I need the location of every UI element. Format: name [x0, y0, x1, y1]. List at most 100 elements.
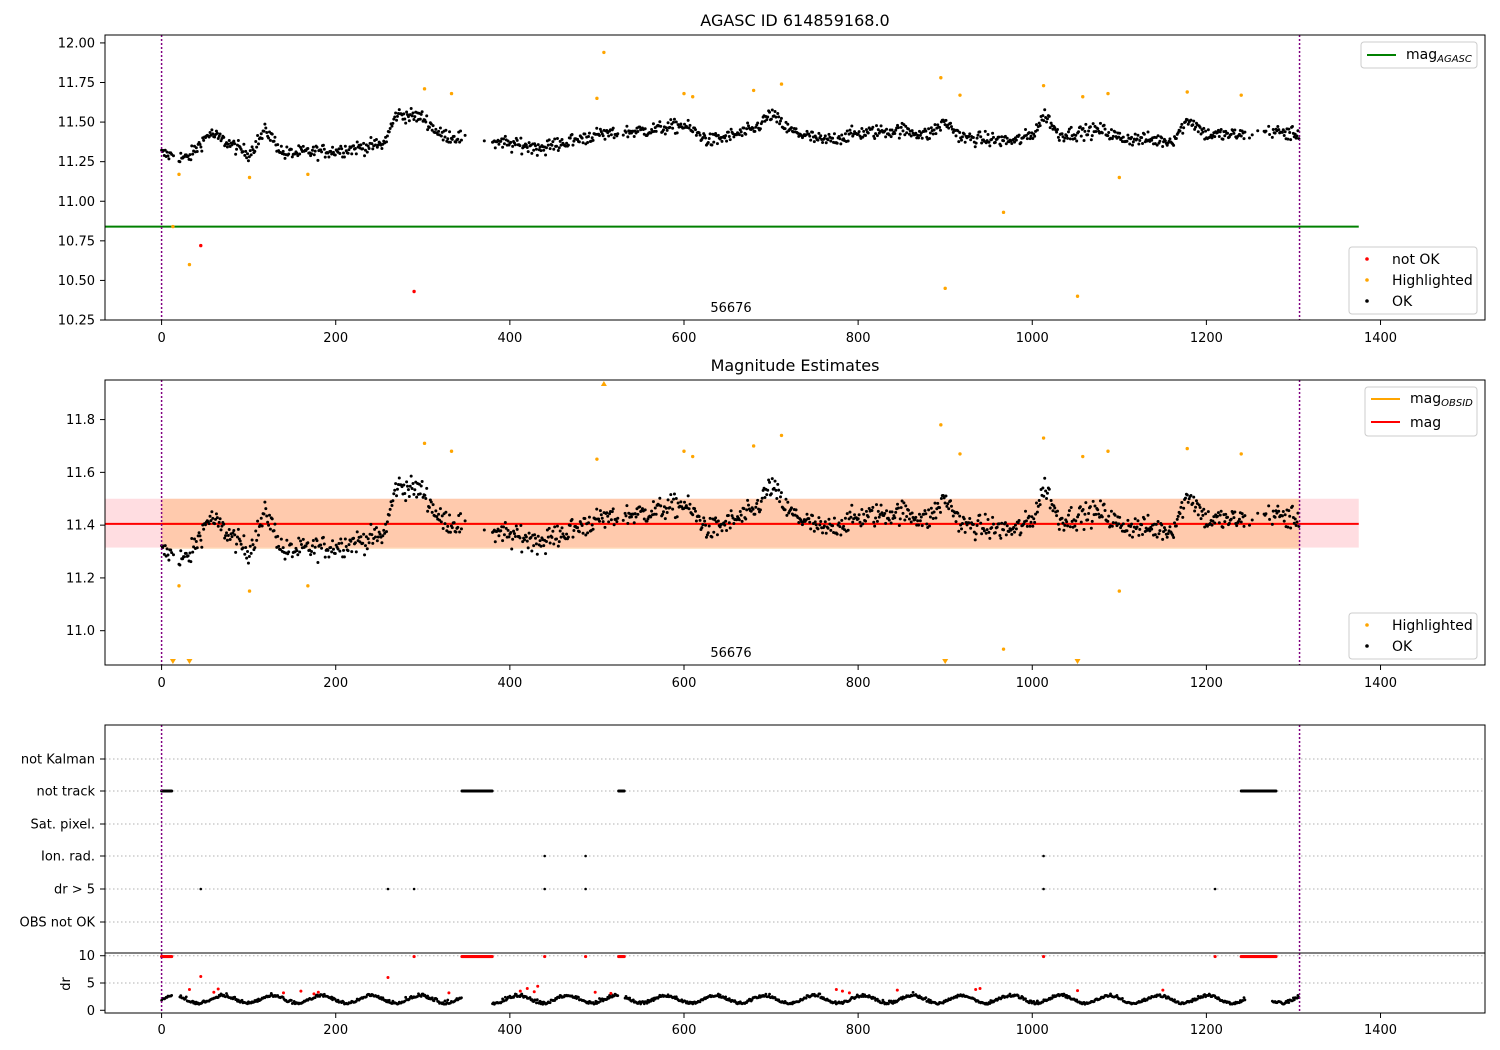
dr-point — [460, 996, 463, 1000]
ok-point — [312, 551, 316, 555]
ok-point — [393, 488, 397, 492]
offscale-marker — [186, 659, 193, 664]
ok-point — [448, 140, 452, 144]
ok-point — [988, 536, 992, 540]
ok-point — [235, 147, 239, 151]
ok-point — [198, 534, 202, 538]
ok-point — [1042, 494, 1046, 498]
ok-point — [244, 149, 248, 153]
ok-point — [1047, 487, 1051, 491]
ok-point — [228, 538, 232, 542]
ok-point — [1282, 519, 1286, 523]
ok-point — [633, 512, 637, 516]
ok-point — [518, 536, 522, 540]
ok-point — [823, 134, 827, 138]
ok-point — [272, 529, 276, 533]
ok-point — [1062, 528, 1066, 532]
ok-point — [1000, 521, 1004, 525]
ok-point — [363, 148, 367, 152]
ok-point — [1056, 522, 1060, 526]
ok-point — [1274, 509, 1278, 513]
ok-point — [1229, 132, 1233, 136]
ok-point — [283, 156, 287, 160]
ok-point — [333, 552, 337, 556]
ok-point — [720, 529, 724, 533]
not-ok-point — [199, 243, 203, 248]
ok-point — [611, 507, 615, 511]
offscale-marker — [1074, 659, 1081, 664]
highlighted-point — [690, 454, 695, 459]
ok-point — [1082, 139, 1086, 143]
dr-point — [1163, 994, 1167, 998]
ok-point — [1138, 138, 1142, 142]
ok-point — [745, 508, 749, 512]
ok-point — [1275, 511, 1279, 515]
ok-point — [354, 152, 358, 156]
ok-point — [629, 515, 633, 519]
ok-point — [1290, 504, 1294, 508]
ok-point — [260, 136, 264, 140]
ok-point — [992, 135, 996, 139]
ok-point — [776, 482, 780, 486]
dr-point — [225, 992, 228, 995]
ok-point — [1029, 134, 1033, 138]
ok-point — [783, 127, 787, 131]
ok-point — [421, 495, 425, 499]
y-tick-label: 11.0 — [66, 624, 95, 639]
ok-point — [535, 552, 539, 556]
ok-point — [1158, 139, 1162, 143]
ok-point — [612, 523, 616, 527]
ok-point — [873, 137, 877, 141]
ok-point — [1003, 521, 1007, 525]
ok-point — [1106, 134, 1110, 138]
ok-point — [683, 500, 687, 504]
ok-point — [246, 152, 250, 156]
ok-point — [1217, 521, 1221, 525]
ok-point — [879, 124, 883, 128]
ok-point — [993, 140, 997, 144]
ok-point — [551, 140, 555, 144]
ok-point — [200, 545, 204, 549]
ok-point — [253, 546, 257, 550]
ok-point — [502, 525, 506, 529]
ok-point — [1125, 139, 1129, 143]
ok-point — [352, 144, 356, 148]
ok-point — [444, 510, 448, 514]
ok-point — [1289, 138, 1293, 142]
ok-point — [723, 136, 727, 140]
ok-point — [862, 129, 866, 133]
ok-point — [726, 513, 730, 517]
dr-point — [354, 999, 358, 1003]
ok-point — [504, 526, 508, 530]
ok-point — [909, 520, 913, 524]
ok-point — [1048, 506, 1052, 510]
ok-point — [794, 508, 798, 512]
ok-point — [1121, 522, 1125, 526]
dr-point — [1287, 1001, 1291, 1004]
ok-point — [679, 500, 683, 504]
dr-clipped-point — [490, 954, 494, 959]
ok-point — [742, 507, 746, 511]
ok-point — [812, 529, 816, 533]
ok-point — [1182, 126, 1186, 130]
ok-point — [603, 137, 607, 141]
highlighted-point — [247, 175, 252, 180]
ok-point — [536, 534, 540, 538]
ok-point — [1068, 525, 1072, 529]
ok-point — [866, 131, 870, 135]
ok-point — [1053, 126, 1057, 130]
ok-point — [1189, 118, 1193, 122]
ok-point — [591, 527, 595, 531]
ok-point — [597, 134, 601, 138]
ok-point — [1267, 124, 1271, 128]
ok-point — [775, 120, 779, 124]
ok-point — [199, 145, 203, 149]
ok-point — [583, 517, 587, 521]
panel-2-title: Magnitude Estimates — [711, 356, 880, 375]
ok-point — [623, 511, 627, 515]
ok-point — [824, 141, 828, 145]
ok-point — [216, 524, 220, 528]
dr-point — [1050, 996, 1054, 1000]
ok-point — [409, 107, 413, 111]
ok-point — [299, 539, 303, 543]
